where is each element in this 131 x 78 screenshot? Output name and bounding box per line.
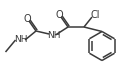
Text: O: O <box>24 13 31 23</box>
Text: Cl: Cl <box>90 10 100 20</box>
Text: O: O <box>55 10 63 20</box>
Text: NH: NH <box>47 30 61 39</box>
Text: NH: NH <box>14 35 28 45</box>
